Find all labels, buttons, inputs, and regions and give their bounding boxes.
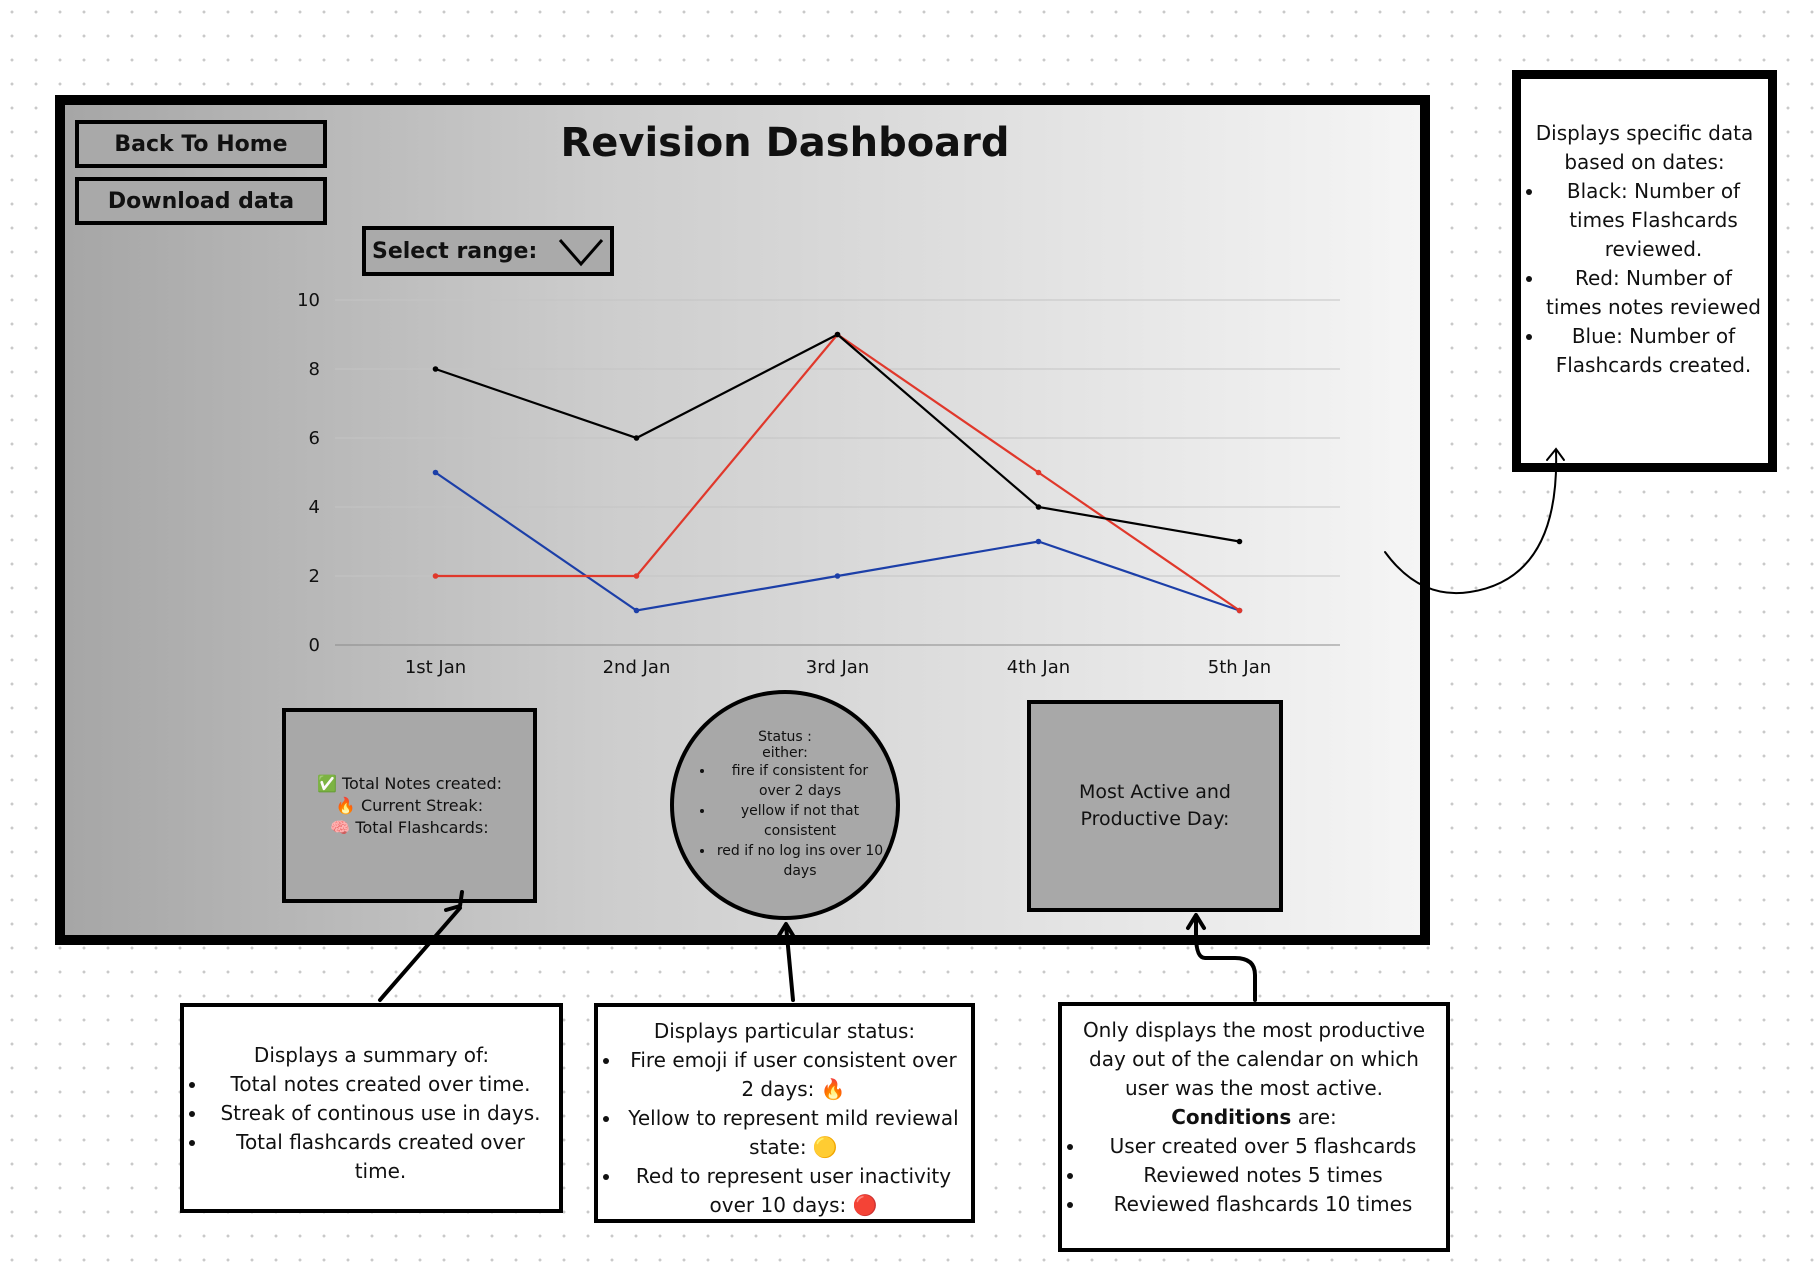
y-tick-label: 10 <box>297 290 320 311</box>
data-point <box>1236 538 1243 545</box>
total-flashcards-label: Total Flashcards: <box>355 817 489 837</box>
total-notes-label: Total Notes created: <box>341 773 503 793</box>
status-note: Displays particular status: Fire emoji i… <box>594 1003 975 1223</box>
data-point <box>1035 469 1042 476</box>
range-select[interactable]: Select range: <box>362 226 614 276</box>
y-tick-label: 8 <box>309 359 320 380</box>
brain-icon: 🧠 <box>330 817 351 837</box>
range-select-label: Select range: <box>372 238 538 264</box>
data-point <box>1236 607 1243 614</box>
y-tick-label: 4 <box>309 497 320 518</box>
back-to-home-button[interactable]: Back To Home <box>75 120 327 168</box>
status-item: red if no log ins over 10 days <box>715 841 885 881</box>
status-item: fire if consistent for over 2 days <box>715 761 885 801</box>
summary-note: Displays a summary of: Total notes creat… <box>180 1003 563 1213</box>
status-note-intro: Displays particular status: <box>653 1019 916 1043</box>
status-note-item: Red to represent user inactivity over 10… <box>622 1162 965 1220</box>
status-list: fire if consistent for over 2 days yello… <box>685 761 885 881</box>
productive-day-label: Most Active and Productive Day: <box>1079 781 1231 830</box>
data-point <box>1035 538 1042 545</box>
chevron-down-icon <box>558 239 604 267</box>
productive-note: Only displays the most productive day ou… <box>1058 1002 1450 1252</box>
y-tick-label: 2 <box>309 566 320 587</box>
data-point <box>834 573 841 579</box>
fire-icon: 🔥 <box>335 795 356 815</box>
page-title: Revision Dashboard <box>560 120 1010 166</box>
x-tick-label: 2nd Jan <box>603 657 671 678</box>
summary-note-item: Total notes created over time. <box>208 1070 553 1099</box>
total-notes-row: ✅ Total Notes created: <box>317 773 502 795</box>
current-streak-row: 🔥 Current Streak: <box>336 795 483 817</box>
productive-day-card: Most Active and Productive Day: <box>1027 700 1283 912</box>
data-point <box>432 469 439 476</box>
status-note-item: Yellow to represent mild reviewal state:… <box>622 1104 965 1162</box>
productive-note-conditions: Conditions are: <box>1062 1103 1446 1132</box>
productive-note-intro: Only displays the most productive day ou… <box>1082 1018 1426 1100</box>
legend-item-blue: Blue: Number of Flashcards created. <box>1545 322 1762 380</box>
summary-card: ✅ Total Notes created: 🔥 Current Streak:… <box>282 708 537 903</box>
series-line <box>434 471 1240 612</box>
summary-note-intro: Displays a summary of: <box>253 1043 490 1067</box>
legend-note: Displays specific data based on dates: B… <box>1512 70 1777 472</box>
data-point <box>432 366 439 372</box>
legend-note-intro: Displays specific data based on dates: <box>1535 121 1754 174</box>
productive-note-item: User created over 5 flashcards <box>1086 1132 1440 1161</box>
status-note-item: Fire emoji if user consistent over 2 day… <box>622 1046 965 1104</box>
y-tick-label: 0 <box>309 635 320 656</box>
legend-item-black: Black: Number of times Flashcards review… <box>1545 177 1762 264</box>
status-item: yellow if not that consistent <box>715 801 885 841</box>
data-point <box>633 435 640 441</box>
summary-note-item: Total flashcards created over time. <box>208 1128 553 1186</box>
conditions-label: Conditions <box>1171 1105 1292 1129</box>
data-point <box>633 573 640 579</box>
data-point <box>432 573 439 579</box>
check-icon: ✅ <box>316 773 337 793</box>
legend-item-red: Red: Number of times notes reviewed <box>1545 264 1762 322</box>
conditions-suffix: are: <box>1297 1105 1337 1129</box>
total-flashcards-row: 🧠 Total Flashcards: <box>330 817 488 839</box>
status-indicator: Status : either: fire if consistent for … <box>670 690 900 920</box>
x-tick-label: 3rd Jan <box>806 657 869 678</box>
productive-note-item: Reviewed notes 5 times <box>1086 1161 1440 1190</box>
data-point <box>834 331 841 338</box>
x-tick-label: 1st Jan <box>405 657 466 678</box>
data-point <box>633 607 640 614</box>
data-point <box>1035 504 1042 510</box>
x-tick-label: 4th Jan <box>1007 657 1070 678</box>
download-data-button[interactable]: Download data <box>75 177 327 225</box>
productive-note-item: Reviewed flashcards 10 times <box>1086 1190 1440 1219</box>
y-tick-label: 6 <box>309 428 320 449</box>
summary-note-item: Streak of continous use in days. <box>208 1099 553 1128</box>
status-heading: Status : <box>758 729 812 745</box>
status-subheading: either: <box>762 745 808 761</box>
current-streak-label: Current Streak: <box>360 795 484 815</box>
x-tick-label: 5th Jan <box>1208 657 1271 678</box>
